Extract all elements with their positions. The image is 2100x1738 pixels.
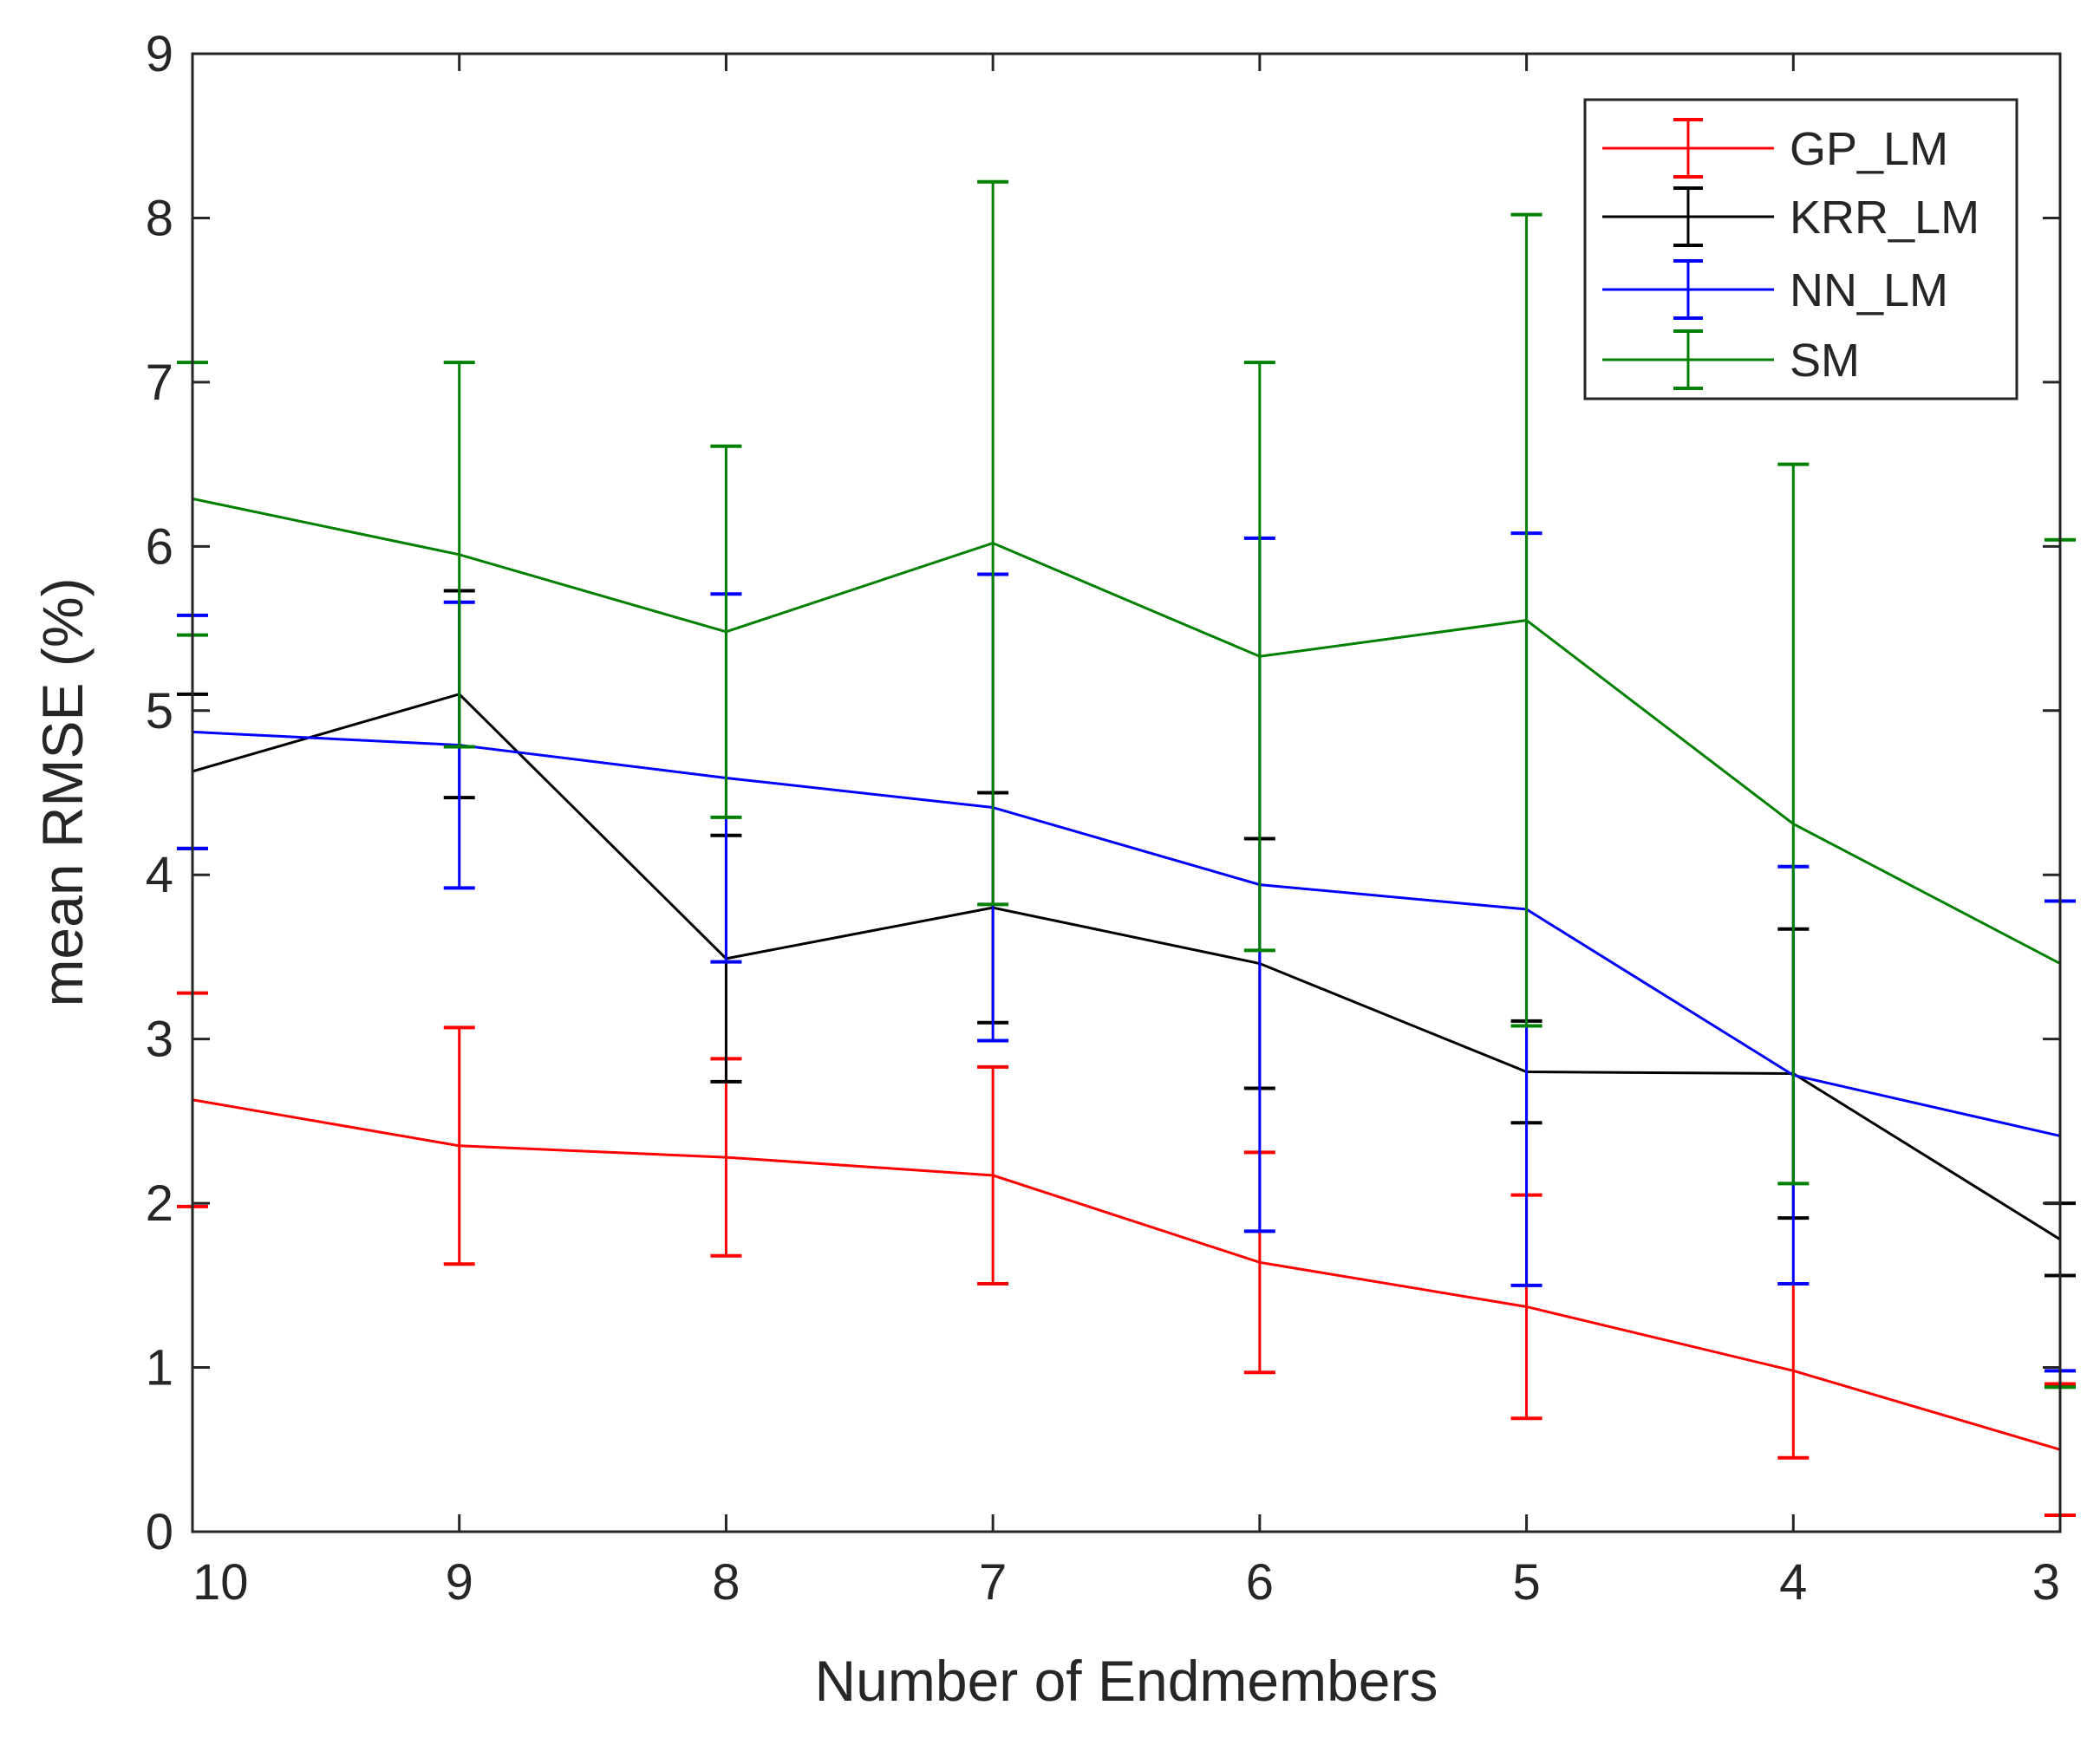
series-line (192, 1098, 2061, 1451)
plot-frame (191, 52, 2062, 1533)
y-tick-label: 3 (146, 1012, 173, 1068)
legend-box (1583, 98, 2018, 400)
x-tick-labels: 10 9 8 7 6 5 4 3 (192, 1554, 2060, 1611)
legend-entry-SM: SM (1602, 329, 1860, 390)
legend-entry-GP_LM: GP_LM (1602, 118, 1948, 179)
y-tick-label: 5 (146, 683, 173, 739)
series-GP_LM (177, 991, 2076, 1518)
x-tick-label: 7 (979, 1554, 1007, 1611)
series-line (192, 693, 2061, 1241)
series-line (192, 730, 2061, 1137)
y-axis-title: mean RMSE (%) (30, 577, 95, 1006)
legend-entry-KRR_LM: KRR_LM (1602, 186, 1979, 247)
legend-label: NN_LM (1790, 264, 1948, 316)
y-tick-label: 1 (146, 1340, 173, 1396)
y-tick-label: 8 (146, 190, 173, 246)
x-tick-label: 3 (2032, 1554, 2060, 1611)
y-tick-label: 9 (146, 26, 173, 82)
legend-label: KRR_LM (1790, 192, 1979, 244)
y-tick-label: 6 (146, 518, 173, 575)
y-tick-label: 2 (146, 1175, 173, 1232)
y-tick-label: 4 (146, 847, 173, 903)
legend-label: SM (1790, 335, 1860, 387)
series-line (192, 497, 2061, 965)
legend: GP_LM KRR_LM NN_LM SM (1583, 98, 2018, 400)
legend-entry-NN_LM: NN_LM (1602, 259, 1948, 320)
y-tick-label: 0 (146, 1504, 173, 1560)
x-tick-label: 6 (1246, 1554, 1274, 1611)
x-tick-label: 9 (446, 1554, 473, 1611)
x-tick-label: 5 (1512, 1554, 1540, 1611)
x-tick-label: 8 (712, 1554, 740, 1611)
legend-label: GP_LM (1790, 123, 1948, 175)
x-tick-label: 10 (192, 1554, 249, 1611)
y-tick-labels: 0 1 2 3 4 5 6 7 8 9 (146, 26, 173, 1560)
y-tick-label: 7 (146, 355, 173, 411)
x-axis-title: Number of Endmembers (815, 1649, 1438, 1713)
x-tick-label: 4 (1779, 1554, 1807, 1611)
